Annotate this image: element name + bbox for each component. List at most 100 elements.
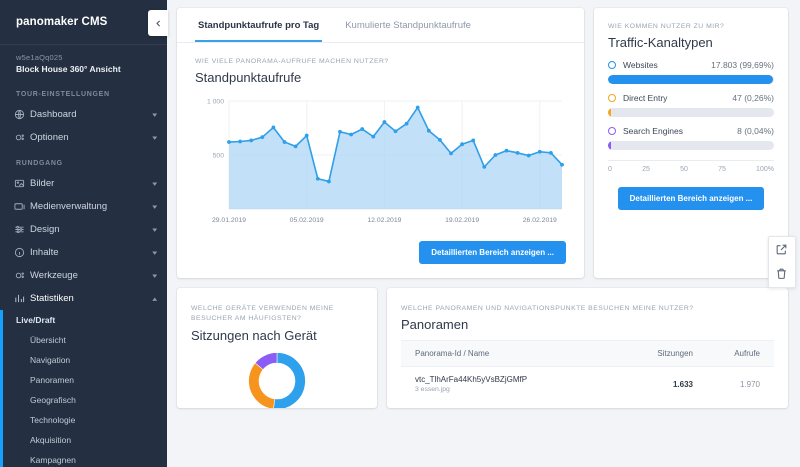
table-row[interactable]: vtc_TlhArFa44Kh5yVsBZjGMfP 3 essen.jpg 1…	[401, 367, 774, 402]
traffic-channel-head: Websites 17.803 (99,69%)	[608, 60, 774, 70]
column-header-aufrufe[interactable]: Aufrufe	[699, 340, 774, 368]
top-row: Standpunktaufrufe pro Tag Kumulierte Sta…	[177, 8, 790, 279]
external-link-icon[interactable]	[775, 243, 789, 257]
sidebar-item-medienverwaltung[interactable]: Medienverwaltung ▾	[0, 195, 167, 218]
traffic-channel-name: Websites	[623, 60, 658, 71]
table-header-row: Panorama-Id / Name Sitzungen Aufrufe	[401, 340, 774, 368]
devices-title: Sitzungen nach Gerät	[191, 327, 317, 343]
axis-tick: 0	[608, 166, 612, 174]
media-icon	[14, 201, 30, 212]
panoramas-body: WELCHE PANORAMEN UND NAVIGATIONSPUNKTE B…	[387, 288, 788, 340]
traffic-channel-direct-entry: Direct Entry 47 (0,26%)	[608, 93, 774, 118]
app-brand: panomaker CMS	[16, 16, 108, 28]
statistics-submenu: Live/Draft Übersicht Navigation Panorame…	[0, 310, 167, 467]
chevron-down-icon: ▾	[152, 134, 158, 142]
trash-icon[interactable]	[775, 267, 789, 281]
sidebar-subitem-panoramen[interactable]: Panoramen	[30, 375, 74, 385]
svg-text:12.02.2019: 12.02.2019	[367, 217, 401, 224]
svg-text:19.02.2019: 19.02.2019	[445, 217, 479, 224]
traffic-channel-value: 8 (0,04%)	[737, 126, 774, 137]
cell-sessions: 1.633	[672, 379, 693, 389]
viewpoints-title: Standpunktaufrufe	[195, 70, 302, 86]
chevron-down-icon: ▾	[152, 249, 158, 257]
axis-tick: 25	[642, 166, 650, 174]
settings-icon	[14, 132, 30, 143]
chevron-up-icon: ▴	[152, 295, 158, 303]
sidebar-item-dashboard[interactable]: Dashboard ▾	[0, 103, 167, 126]
panorama-id: vtc_TlhArFa44Kh5yVsBZjGMfP	[415, 375, 528, 385]
sidebar-item-label: Statistiken	[30, 293, 74, 304]
traffic-channel-search-engines: Search Engines 8 (0,04%)	[608, 126, 774, 151]
chevron-left-icon	[155, 20, 160, 26]
viewpoints-detail-button[interactable]: Detaillierten Bereich anzeigen ...	[419, 241, 566, 265]
circle-icon	[608, 61, 616, 70]
sidebar-subitem-geografisch[interactable]: Geografisch	[30, 395, 76, 405]
sidebar-item-inhalte[interactable]: Inhalte ▾	[0, 241, 167, 264]
traffic-body: WIE KOMMEN NUTZER ZU MIR? Traffic-Kanalt…	[594, 8, 788, 187]
tab-kumulierte-standpunktaufrufe[interactable]: Kumulierte Standpunktaufrufe	[345, 20, 471, 31]
table-body: vtc_TlhArFa44Kh5yVsBZjGMfP 3 essen.jpg 1…	[401, 367, 774, 402]
sidebar-item-label: Werkzeuge	[30, 270, 78, 281]
chevron-down-icon: ▾	[152, 226, 158, 234]
main-content: Standpunktaufrufe pro Tag Kumulierte Sta…	[167, 0, 800, 467]
traffic-title: Traffic-Kanaltypen	[608, 35, 713, 51]
tour-info: w5e1aQq025 Block House 360° Ansicht	[0, 45, 167, 80]
traffic-kicker: WIE KOMMEN NUTZER ZU MIR?	[608, 23, 725, 30]
traffic-channel-name: Direct Entry	[623, 93, 668, 104]
viewpoints-kicker: WIE VIELE PANORAMA-AUFRUFE MACHEN NUTZER…	[195, 58, 389, 65]
chevron-down-icon: ▾	[152, 111, 158, 119]
cell-panorama-id: vtc_TlhArFa44Kh5yVsBZjGMfP 3 essen.jpg	[401, 367, 609, 402]
sidebar-divider	[0, 44, 167, 45]
sidebar-item-statistiken[interactable]: Statistiken ▴	[0, 287, 167, 310]
sliders-icon	[14, 224, 30, 235]
panoramas-table: Panorama-Id / Name Sitzungen Aufrufe vtc…	[401, 340, 774, 401]
devices-card: WELCHE GERÄTE VERWENDEN MEINE BESUCHER A…	[177, 288, 377, 409]
column-header-sitzungen[interactable]: Sitzungen	[609, 340, 699, 368]
tour-id: w5e1aQq025	[16, 53, 63, 62]
svg-text:26.02.2019: 26.02.2019	[523, 217, 557, 224]
bar-chart-icon	[14, 293, 30, 304]
sidebar-subitem-kampagnen[interactable]: Kampagnen	[30, 455, 76, 465]
viewpoints-tabs: Standpunktaufrufe pro Tag Kumulierte Sta…	[177, 8, 584, 43]
traffic-axis-ticks: 0 25 50 75 100%	[608, 166, 774, 183]
chevron-down-icon: ▾	[152, 180, 158, 188]
sidebar-item-design[interactable]: Design ▾	[0, 218, 167, 241]
sidebar-subitem-uebersicht[interactable]: Übersicht	[30, 335, 66, 345]
traffic-channel-head: Direct Entry 47 (0,26%)	[608, 93, 774, 103]
traffic-bar-track	[608, 75, 774, 85]
traffic-channel-name: Search Engines	[623, 126, 684, 137]
traffic-channel-value: 17.803 (99,69%)	[711, 60, 774, 71]
traffic-channel-head: Search Engines 8 (0,04%)	[608, 126, 774, 136]
chevron-down-icon: ▾	[152, 272, 158, 280]
donut-chart-svg	[248, 351, 306, 409]
panoramas-kicker: WELCHE PANORAMEN UND NAVIGATIONSPUNKTE B…	[401, 305, 694, 313]
panorama-filename: 3 essen.jpg	[415, 386, 450, 394]
circle-icon	[608, 127, 616, 136]
svg-text:29.01.2019: 29.01.2019	[212, 217, 246, 224]
globe-icon	[14, 109, 30, 120]
traffic-axis-line	[608, 160, 774, 162]
axis-tick: 75	[718, 166, 726, 174]
sidebar-item-label: Design	[30, 224, 60, 235]
devices-donut-wrap	[177, 351, 377, 409]
devices-body: WELCHE GERÄTE VERWENDEN MEINE BESUCHER A…	[177, 288, 377, 342]
tab-standpunktaufrufe-pro-tag[interactable]: Standpunktaufrufe pro Tag	[195, 8, 323, 42]
panoramas-card: WELCHE PANORAMEN UND NAVIGATIONSPUNKTE B…	[387, 288, 788, 409]
submenu-header-live-draft[interactable]: Live/Draft	[16, 315, 56, 325]
sidebar-subitem-technologie[interactable]: Technologie	[30, 415, 76, 425]
sidebar-item-werkzeuge[interactable]: Werkzeuge ▾	[0, 264, 167, 287]
column-header-panorama-id[interactable]: Panorama-Id / Name	[401, 340, 609, 368]
active-accent-bar	[0, 310, 3, 467]
cell-views: 1.970	[739, 379, 760, 389]
sidebar-item-label: Dashboard	[30, 109, 77, 120]
sidebar-collapse-button[interactable]	[148, 10, 168, 36]
image-icon	[14, 178, 30, 189]
sidebar-subitem-navigation[interactable]: Navigation	[30, 355, 71, 365]
info-icon	[14, 247, 30, 258]
traffic-detail-button[interactable]: Detaillierten Bereich anzeigen ...	[617, 187, 765, 211]
traffic-bar-track	[608, 141, 774, 151]
sidebar-item-optionen[interactable]: Optionen ▾	[0, 126, 167, 149]
sidebar-subitem-akquisition[interactable]: Akquisition	[30, 435, 72, 445]
sidebar-item-bilder[interactable]: Bilder ▾	[0, 172, 167, 195]
